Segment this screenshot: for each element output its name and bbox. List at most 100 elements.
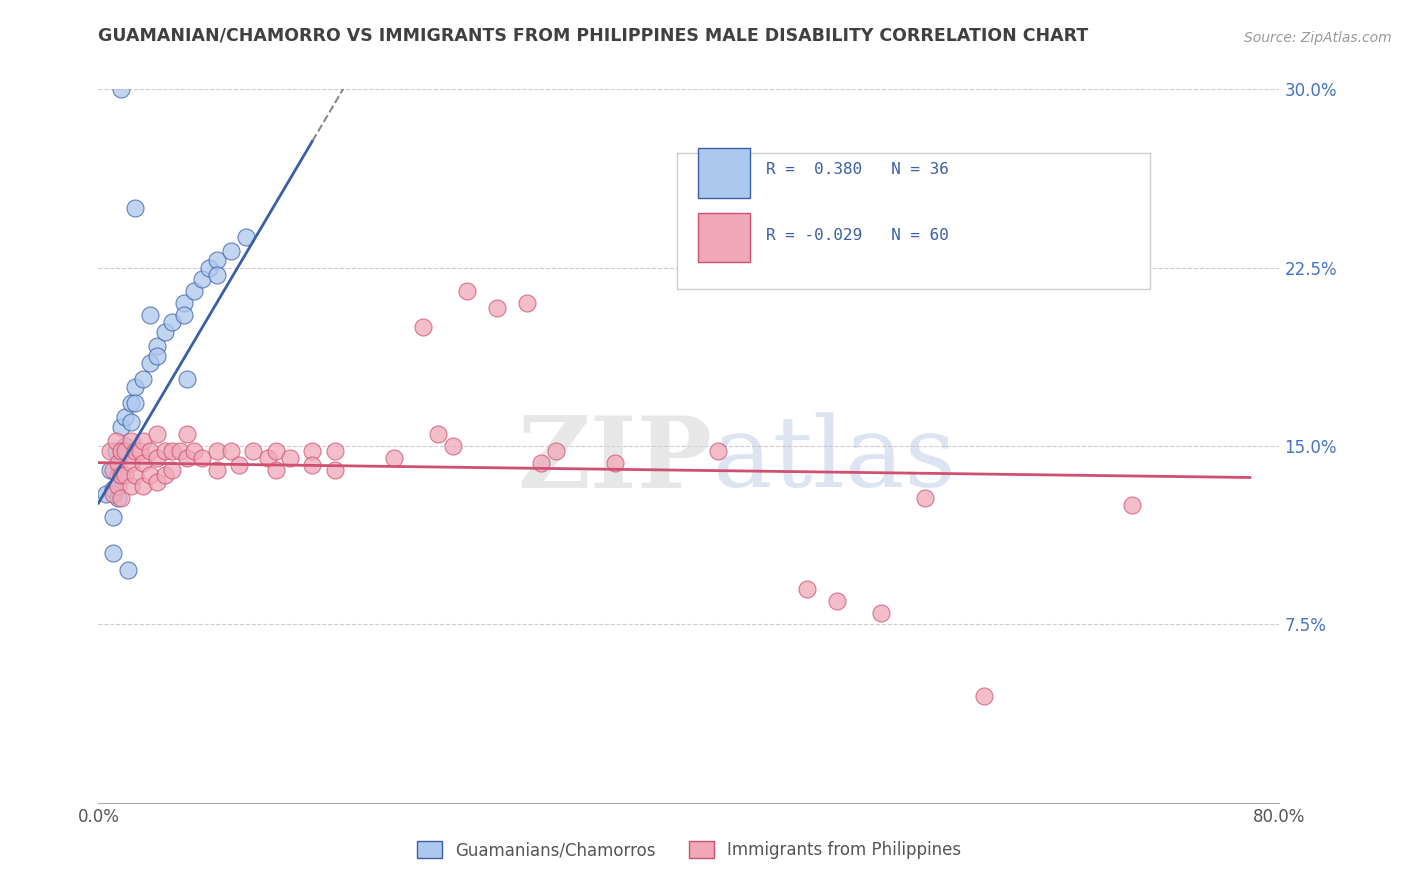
Point xyxy=(107,491,129,506)
Point xyxy=(124,443,146,458)
Point xyxy=(153,325,176,339)
Point xyxy=(382,450,405,465)
Point xyxy=(103,463,125,477)
Point xyxy=(103,482,125,496)
Text: Source: ZipAtlas.com: Source: ZipAtlas.com xyxy=(1244,30,1392,45)
Point xyxy=(110,443,132,458)
Point xyxy=(124,396,146,410)
Point xyxy=(205,463,228,477)
Point xyxy=(278,450,302,465)
Point xyxy=(153,443,176,458)
Point xyxy=(139,443,162,458)
Point xyxy=(605,456,627,470)
Point xyxy=(132,479,155,493)
Point xyxy=(456,285,478,299)
Point xyxy=(707,443,730,458)
Point xyxy=(110,467,132,482)
Point xyxy=(114,439,136,453)
Point xyxy=(486,301,509,315)
Point xyxy=(124,467,146,482)
Point xyxy=(869,606,891,620)
Point xyxy=(124,201,146,215)
Point xyxy=(323,463,346,477)
FancyBboxPatch shape xyxy=(699,148,751,198)
Point xyxy=(176,450,198,465)
Point xyxy=(198,260,221,275)
Point xyxy=(242,443,264,458)
Point xyxy=(124,379,146,393)
Point xyxy=(139,467,162,482)
Text: GUAMANIAN/CHAMORRO VS IMMIGRANTS FROM PHILIPPINES MALE DISABILITY CORRELATION CH: GUAMANIAN/CHAMORRO VS IMMIGRANTS FROM PH… xyxy=(98,27,1088,45)
Point xyxy=(98,463,121,477)
Point xyxy=(110,491,132,506)
Point xyxy=(162,443,183,458)
Point xyxy=(205,443,228,458)
Point xyxy=(228,458,250,472)
Point xyxy=(191,272,214,286)
Point xyxy=(146,427,169,442)
Point xyxy=(235,229,257,244)
Point xyxy=(120,456,142,470)
Text: ZIP: ZIP xyxy=(517,412,713,508)
Point xyxy=(257,450,280,465)
Point xyxy=(176,372,198,386)
Point xyxy=(128,443,150,458)
Point xyxy=(132,456,155,470)
Point xyxy=(114,467,136,482)
Point xyxy=(139,356,162,370)
Point xyxy=(162,463,183,477)
Text: R =  0.380   N = 36: R = 0.380 N = 36 xyxy=(766,161,949,177)
Point xyxy=(117,563,139,577)
Point xyxy=(412,320,434,334)
Point xyxy=(162,315,183,329)
Point xyxy=(183,285,205,299)
Point xyxy=(427,427,450,442)
Point xyxy=(146,339,169,353)
Point xyxy=(98,443,121,458)
Point xyxy=(264,443,287,458)
Point xyxy=(515,296,537,310)
Point xyxy=(146,450,169,465)
Point xyxy=(107,456,129,470)
Point xyxy=(114,410,136,425)
Point xyxy=(973,689,995,703)
Point xyxy=(546,443,568,458)
Point xyxy=(146,475,169,489)
Point xyxy=(103,486,125,500)
Point xyxy=(110,443,132,458)
Point xyxy=(107,479,129,493)
Point xyxy=(153,467,176,482)
Point xyxy=(120,434,142,449)
Point xyxy=(169,443,191,458)
FancyBboxPatch shape xyxy=(699,212,751,262)
Point xyxy=(110,420,132,434)
Point xyxy=(132,372,155,386)
Point xyxy=(107,467,129,482)
Point xyxy=(176,427,198,442)
Point xyxy=(219,443,242,458)
Point xyxy=(205,268,228,282)
Point xyxy=(1121,499,1143,513)
Point xyxy=(301,458,323,472)
Point xyxy=(301,443,323,458)
Point xyxy=(105,434,128,449)
Point xyxy=(205,253,228,268)
Point xyxy=(132,434,155,449)
Point xyxy=(173,308,195,322)
Point xyxy=(530,456,553,470)
Point xyxy=(103,510,125,524)
Point xyxy=(120,396,142,410)
Point xyxy=(825,593,848,607)
Point xyxy=(103,546,125,560)
Point xyxy=(191,450,214,465)
Point xyxy=(323,443,346,458)
Point xyxy=(146,349,169,363)
Point xyxy=(264,463,287,477)
Point xyxy=(110,82,132,96)
Text: atlas: atlas xyxy=(713,412,955,508)
Point xyxy=(183,443,205,458)
Point xyxy=(114,443,136,458)
Point xyxy=(120,415,142,429)
Point xyxy=(219,244,242,258)
Point xyxy=(105,443,128,458)
